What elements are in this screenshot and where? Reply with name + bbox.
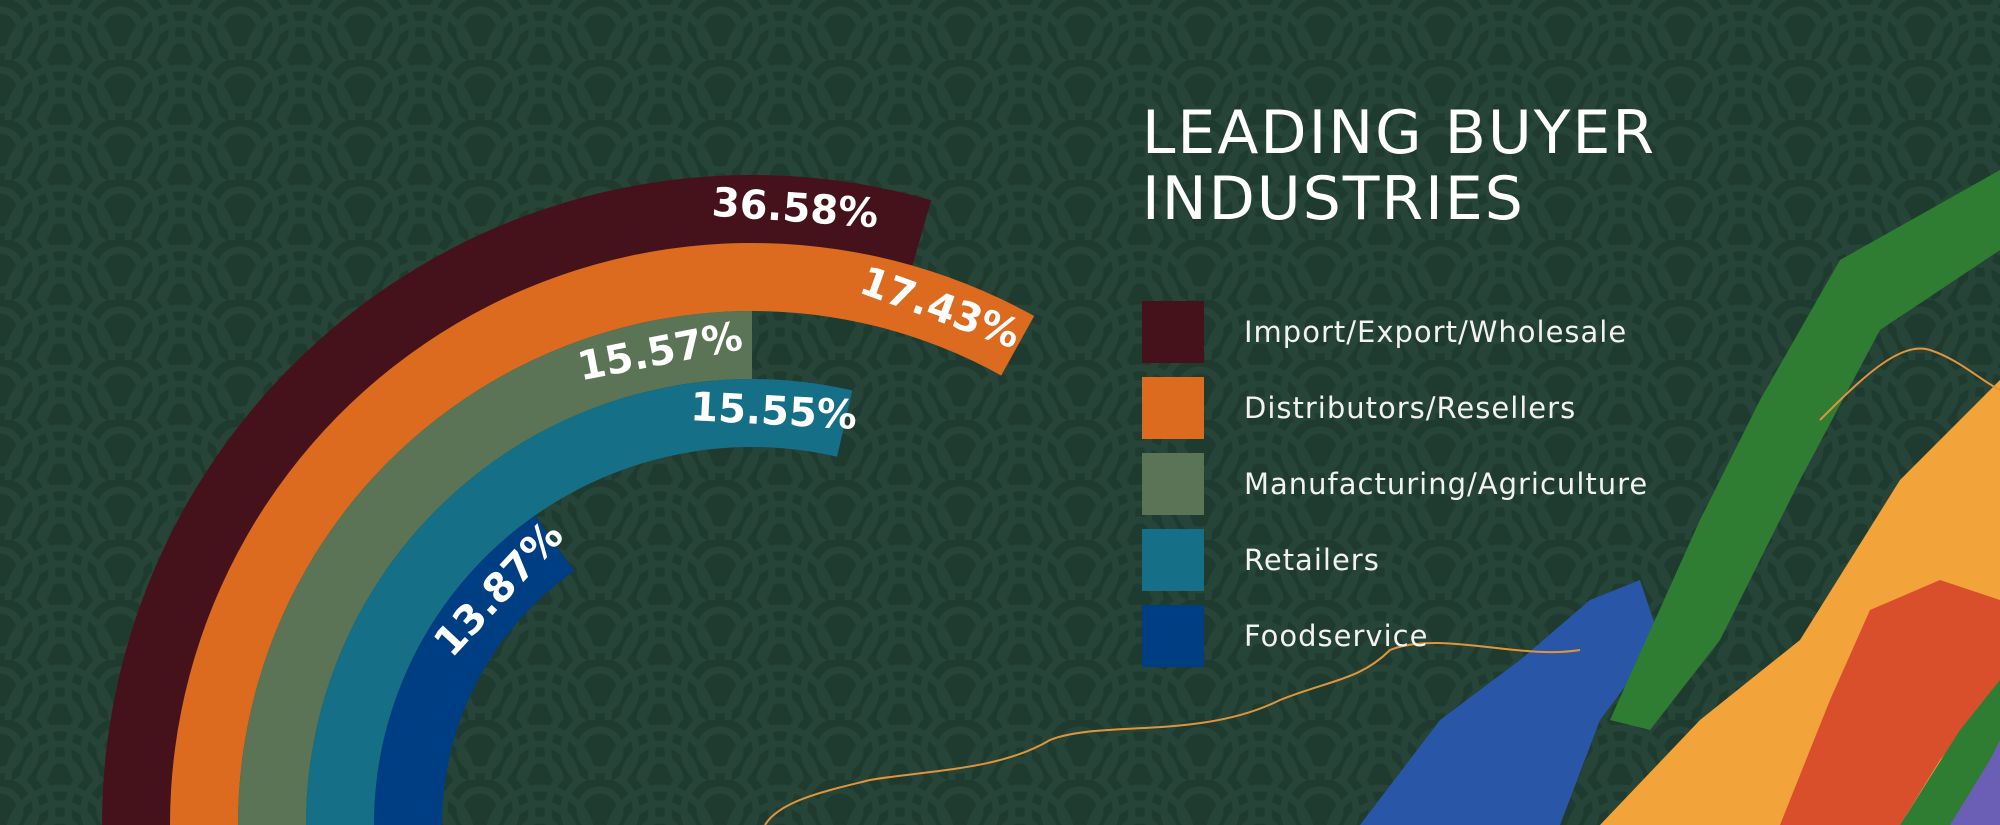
legend-label: Import/Export/Wholesale [1244,315,1628,349]
value-label: 15.55% [689,384,858,439]
legend-label: Manufacturing/Agriculture [1244,467,1649,501]
legend-label: Distributors/Resellers [1244,391,1577,425]
legend-label: Foodservice [1244,619,1429,653]
legend-swatch [1142,529,1204,591]
bar-import-export-wholesale [102,175,932,825]
title-line-2: INDUSTRIES [1142,164,1525,234]
legend-swatch [1142,605,1204,667]
legend-swatch [1142,377,1204,439]
bar-distributors-resellers [170,243,1035,825]
title-line-1: LEADING BUYER [1142,98,1657,168]
decorative-artwork [764,170,2000,825]
bar-retailers [306,378,853,825]
bar-manufacturing-agriculture [238,311,752,825]
legend-swatch [1142,301,1204,363]
legend-label: Retailers [1244,543,1380,577]
bar-foodservice [374,515,575,825]
legend-swatch [1142,453,1204,515]
chart-title: LEADING BUYER INDUSTRIES [1142,100,1656,232]
